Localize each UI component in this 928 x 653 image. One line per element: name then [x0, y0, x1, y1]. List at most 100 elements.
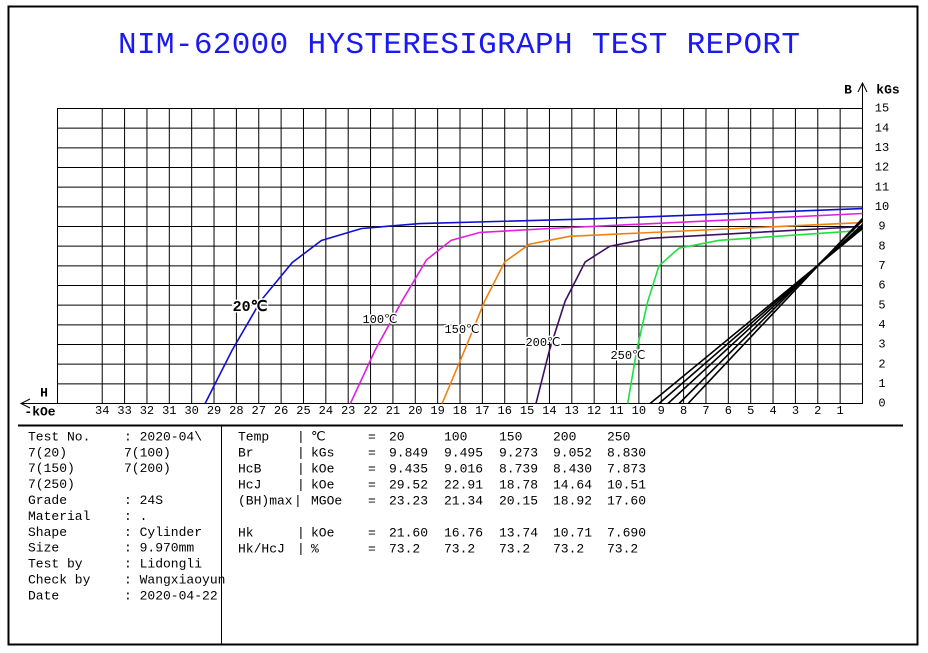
result-cell: 9.495 [444, 445, 483, 460]
result-cell: = [368, 477, 376, 492]
result-cell: HcJ [238, 477, 261, 492]
result-cell: 9.052 [553, 445, 592, 460]
x-tick-label: 24 [319, 404, 333, 418]
x-tick-label: 14 [542, 404, 556, 418]
result-cell: 21.34 [444, 493, 483, 508]
result-cell: 73.2 [444, 541, 475, 556]
x-tick-label: 32 [140, 404, 154, 418]
y-tick-label: 13 [875, 141, 889, 155]
info-text: : 9.970mm [124, 541, 194, 556]
x-tick-label: 10 [632, 404, 646, 418]
y-tick-label: 4 [878, 318, 885, 332]
curve-label: 100℃ [362, 313, 397, 327]
info-text: 7(150) [28, 461, 75, 476]
curve [535, 225, 863, 404]
info-text: : 2020-04-22 [124, 588, 218, 603]
result-cell: HcB [238, 461, 262, 476]
info-text: : . [124, 509, 147, 524]
x-tick-label: 26 [274, 404, 288, 418]
result-cell: Temp [238, 429, 269, 444]
result-cell: Hk [238, 525, 254, 540]
x-arrow-head [19, 398, 31, 409]
y-tick-label: 3 [878, 338, 885, 352]
result-cell: 18.78 [499, 477, 538, 492]
info-text: : Lidongli [124, 557, 202, 572]
result-cell: = [368, 445, 376, 460]
result-cell: 10.51 [607, 477, 646, 492]
result-cell: 8.739 [499, 461, 538, 476]
result-cell: 21.60 [389, 525, 428, 540]
y-tick-label: 9 [878, 220, 885, 234]
frame [7, 5, 919, 646]
x-tick-label: 16 [498, 404, 512, 418]
x-tick-label: 13 [565, 404, 579, 418]
info-text: 7(250) [28, 477, 75, 492]
result-cell: 250 [607, 429, 630, 444]
x-tick-label: 8 [680, 404, 687, 418]
result-cell: 10.71 [553, 525, 592, 540]
x-tick-label: 23 [341, 404, 355, 418]
result-cell: 9.016 [444, 461, 483, 476]
result-cell: 9.273 [499, 445, 538, 460]
result-cell: 9.435 [389, 461, 428, 476]
x-tick-label: 12 [587, 404, 601, 418]
result-cell: 17.60 [607, 493, 646, 508]
result-cell: 100 [444, 429, 467, 444]
y-axis-unit: kGs [876, 82, 900, 97]
result-cell: Hk/HcJ [238, 541, 285, 556]
curve [441, 221, 863, 404]
result-cell: 8.830 [607, 445, 646, 460]
curve [667, 223, 864, 405]
curve [687, 218, 864, 405]
info-text: : Wangxiaoyun [124, 573, 225, 588]
curve-label: 200℃ [525, 336, 560, 350]
y-tick-label: 12 [875, 161, 889, 175]
x-tick-label: 5 [747, 404, 754, 418]
curve-label: 150℃ [444, 323, 479, 337]
result-cell: 8.430 [553, 461, 592, 476]
x-tick-label: 15 [520, 404, 534, 418]
info-text: : 24S [124, 493, 163, 508]
x-tick-label: 9 [658, 404, 665, 418]
x-tick-label: 3 [792, 404, 799, 418]
chart-title: NIM-62000 HYSTERESIGRAPH TEST REPORT [118, 28, 800, 63]
x-tick-label: 22 [363, 404, 377, 418]
result-cell: kOe [311, 461, 334, 476]
y-axis-label: B [844, 82, 852, 97]
x-tick-label: 34 [95, 404, 109, 418]
result-cell: 73.2 [553, 541, 584, 556]
curve [204, 207, 863, 404]
y-tick-label: 11 [875, 180, 889, 194]
info-text: 7(20) [28, 445, 67, 460]
x-tick-label: 30 [184, 404, 198, 418]
x-tick-label: 33 [117, 404, 131, 418]
x-tick-label: 20 [408, 404, 422, 418]
result-cell: | [297, 461, 305, 476]
result-cell: kGs [311, 445, 334, 460]
y-tick-label: 8 [878, 239, 885, 253]
x-tick-label: 19 [430, 404, 444, 418]
result-cell: 200 [553, 429, 576, 444]
x-tick-label: 18 [453, 404, 467, 418]
y-tick-label: 1 [878, 377, 885, 391]
result-cell: % [311, 541, 319, 556]
info-text: Size [28, 541, 59, 556]
result-cell: 22.91 [444, 477, 483, 492]
result-cell: = [368, 429, 376, 444]
curve [626, 229, 863, 404]
y-tick-label: 7 [878, 259, 885, 273]
x-tick-label: 6 [725, 404, 732, 418]
x-tick-label: 7 [702, 404, 709, 418]
result-cell: = [368, 525, 376, 540]
x-tick-label: 21 [386, 404, 400, 418]
result-cell: ℃ [311, 429, 326, 444]
result-cell: 20.15 [499, 493, 538, 508]
y-tick-label: 5 [878, 298, 885, 312]
result-cell: 73.2 [607, 541, 638, 556]
result-cell: kOe [311, 525, 334, 540]
x-tick-label: 31 [162, 404, 176, 418]
x-axis-unit: -kOe [24, 404, 55, 419]
result-cell: = [368, 541, 376, 556]
result-cell: | [297, 477, 305, 492]
y-tick-label: 14 [875, 121, 889, 135]
